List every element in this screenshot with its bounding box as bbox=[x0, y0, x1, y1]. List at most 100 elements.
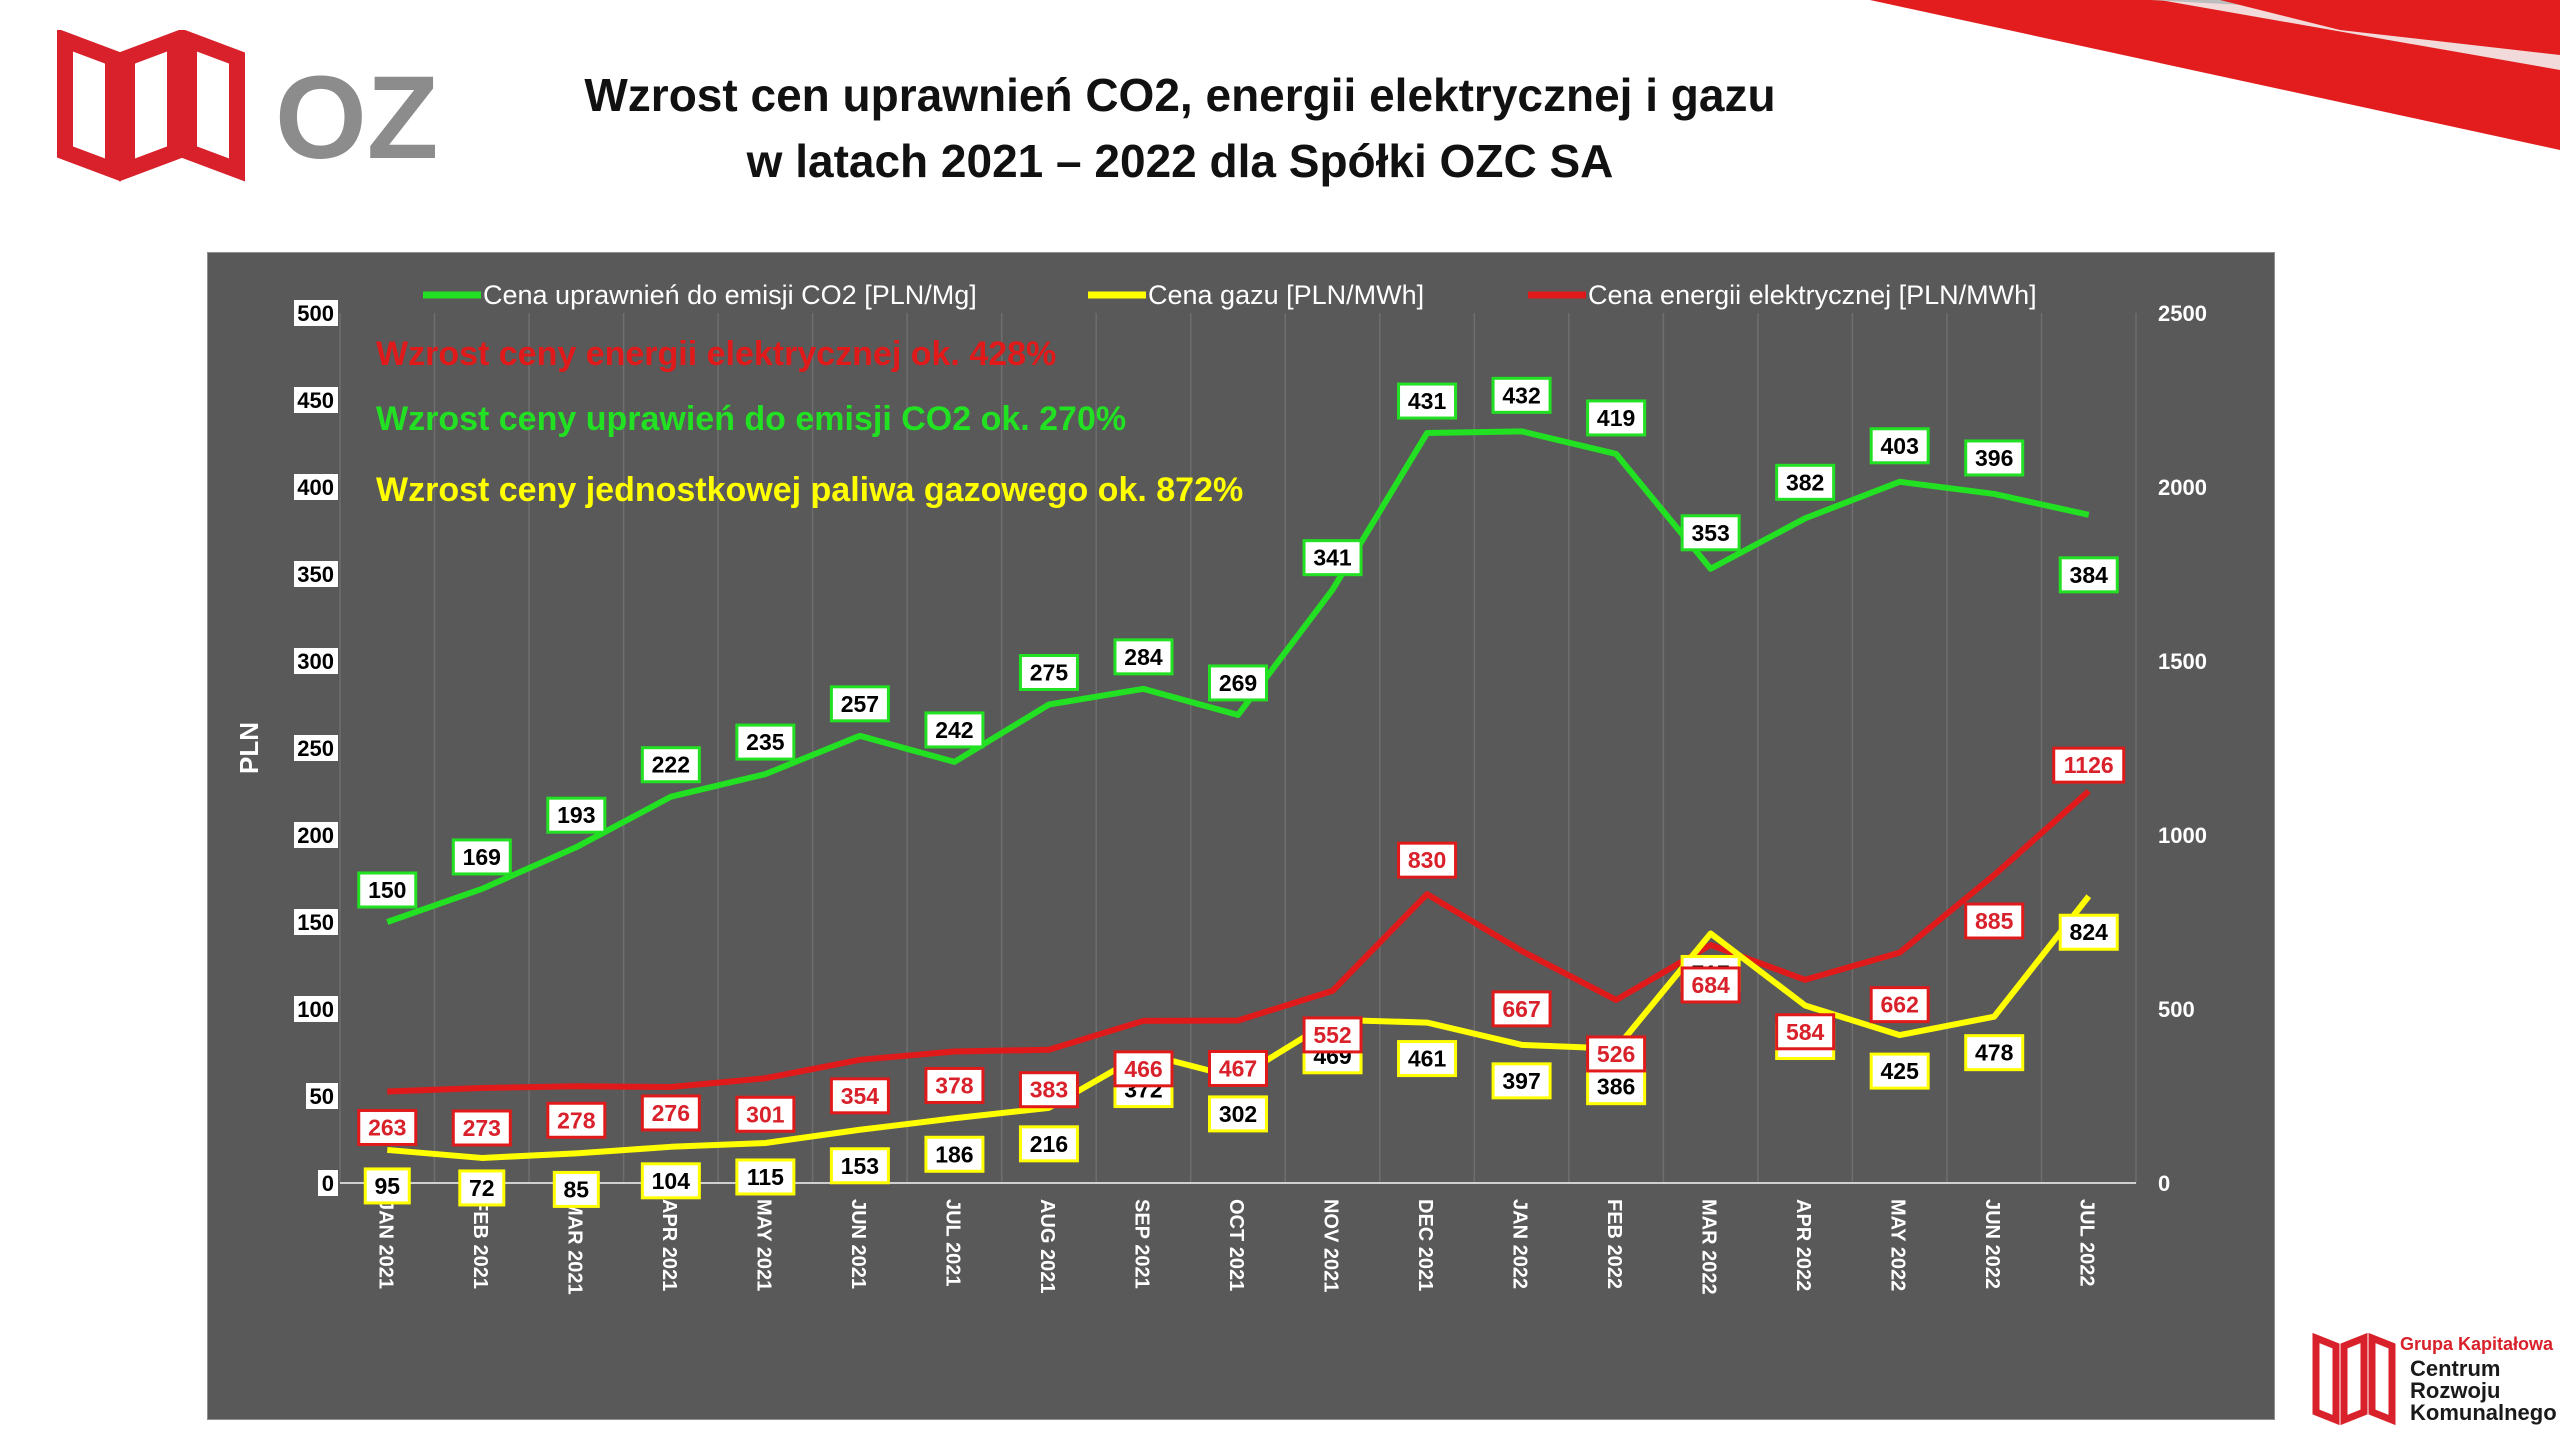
data-label-box bbox=[451, 838, 512, 876]
data-label-box bbox=[1208, 664, 1268, 702]
data-label: 662 bbox=[1880, 992, 1918, 1018]
x-tick-label: MAR 2021 bbox=[563, 1199, 585, 1295]
data-label-box bbox=[829, 1077, 890, 1115]
x-tick-label: JUN 2022 bbox=[1981, 1199, 2003, 1289]
y-right-tick-label: 1000 bbox=[2158, 823, 2207, 848]
data-label: 824 bbox=[2070, 919, 2109, 945]
data-label-box bbox=[1018, 1125, 1079, 1163]
data-label-box bbox=[363, 1167, 411, 1205]
data-label: 150 bbox=[368, 877, 406, 903]
data-label-box bbox=[1397, 841, 1458, 879]
data-label: 85 bbox=[564, 1176, 590, 1202]
data-label: 301 bbox=[746, 1101, 785, 1127]
data-label: 257 bbox=[841, 691, 879, 717]
data-label-box bbox=[924, 1135, 985, 1173]
data-label-box bbox=[640, 1162, 701, 1200]
data-label: 193 bbox=[557, 802, 595, 828]
data-label-box bbox=[829, 685, 890, 723]
data-label-box bbox=[1208, 1049, 1268, 1087]
data-label-box bbox=[1491, 376, 1552, 414]
y-left-tick-label: 300 bbox=[297, 649, 334, 674]
x-tick-label: MAY 2022 bbox=[1887, 1199, 1909, 1291]
data-label: 461 bbox=[1408, 1046, 1447, 1072]
legend-label: Cena uprawnień do emisji CO2 [PLN/Mg] bbox=[483, 280, 977, 310]
header-decoration bbox=[1870, 0, 2560, 150]
x-tick-label: APR 2022 bbox=[1792, 1199, 1814, 1291]
y-left-tick-box bbox=[294, 735, 338, 761]
data-label-box bbox=[1680, 514, 1741, 552]
x-tick-label: MAY 2021 bbox=[752, 1199, 774, 1291]
data-label: 242 bbox=[935, 717, 973, 743]
data-label-box bbox=[458, 1169, 506, 1207]
data-label-box bbox=[357, 1108, 418, 1146]
data-label-box bbox=[1018, 654, 1079, 691]
data-label: 378 bbox=[935, 1072, 974, 1098]
y-left-tick-label: 400 bbox=[297, 475, 334, 500]
x-tick-label: JAN 2021 bbox=[374, 1199, 396, 1289]
data-label-box bbox=[1869, 1052, 1930, 1090]
data-label: 466 bbox=[1124, 1056, 1162, 1082]
data-label: 273 bbox=[463, 1115, 501, 1141]
data-label-box bbox=[829, 1147, 890, 1185]
data-label: 396 bbox=[1975, 445, 2013, 471]
data-label-box bbox=[1869, 986, 1930, 1024]
data-label: 186 bbox=[935, 1141, 973, 1167]
y-left-tick-label: 100 bbox=[297, 997, 334, 1022]
x-tick-label: SEP 2021 bbox=[1130, 1199, 1152, 1289]
data-label: 830 bbox=[1408, 847, 1446, 873]
crk-name-line-1: Centrum bbox=[2410, 1356, 2501, 1381]
data-label-box bbox=[552, 1170, 600, 1208]
data-label: 478 bbox=[1975, 1040, 2014, 1066]
y-left-tick-label: 350 bbox=[297, 562, 334, 587]
data-label: 432 bbox=[1502, 382, 1540, 408]
series-line bbox=[387, 788, 2091, 1095]
y-left-tick-box bbox=[294, 474, 338, 500]
y-left-tick-box bbox=[294, 996, 338, 1022]
y-left-tick-label: 250 bbox=[297, 736, 334, 761]
data-label-box bbox=[640, 1094, 701, 1132]
data-label: 382 bbox=[1786, 469, 1824, 495]
data-label-box bbox=[1491, 1062, 1552, 1100]
crk-name-line-2: Rozwoju bbox=[2410, 1378, 2501, 1403]
data-label: 467 bbox=[1219, 1055, 1257, 1081]
y-left-tick-label: 150 bbox=[297, 910, 334, 935]
data-label: 383 bbox=[1030, 1077, 1068, 1103]
data-label-box bbox=[1302, 539, 1363, 577]
x-tick-label: NOV 2021 bbox=[1320, 1199, 1342, 1292]
y-left-tick-label: 500 bbox=[297, 301, 334, 326]
y-right-tick-label: 1500 bbox=[2158, 649, 2207, 674]
data-label: 302 bbox=[1219, 1101, 1257, 1127]
data-label-box bbox=[357, 871, 418, 909]
data-label: 384 bbox=[2070, 562, 2109, 588]
data-label-box bbox=[1964, 902, 2025, 940]
data-label-box bbox=[924, 711, 985, 749]
chart-annotation: Wzrost ceny jednostkowej paliwa gazowego… bbox=[376, 471, 1243, 509]
data-label-box bbox=[1775, 463, 1836, 501]
ozc-logo-text: OZC bbox=[275, 52, 435, 184]
y-left-tick-label: 0 bbox=[322, 1171, 334, 1196]
y-right-tick-label: 0 bbox=[2158, 1171, 2170, 1196]
x-tick-label: JUL 2022 bbox=[2076, 1199, 2098, 1286]
data-label: 397 bbox=[1502, 1068, 1540, 1094]
data-label-box bbox=[1680, 966, 1741, 1004]
data-label-box bbox=[1964, 1034, 2025, 1072]
y-axis-label: PLN bbox=[234, 722, 264, 774]
data-label: 275 bbox=[1030, 660, 1069, 686]
legend-label: Cena gazu [PLN/MWh] bbox=[1148, 280, 1424, 310]
data-label-box bbox=[1113, 1050, 1174, 1088]
data-label: 72 bbox=[469, 1175, 495, 1201]
chart-panel: 0 50 100 150 200 250 300 350 400 450 500 0 500 1000 15… bbox=[207, 252, 2275, 1420]
data-label: 95 bbox=[374, 1173, 400, 1199]
data-label: 354 bbox=[841, 1083, 880, 1109]
y-left-tick-label: 450 bbox=[297, 388, 334, 413]
data-label-box bbox=[1208, 1095, 1268, 1133]
x-tick-label: FEB 2021 bbox=[469, 1199, 491, 1289]
price-chart: 0 50 100 150 200 250 300 350 400 450 500 0 500 1000 15… bbox=[234, 280, 2207, 1295]
y-left-tick-box bbox=[294, 561, 338, 587]
data-label-box bbox=[735, 1095, 796, 1133]
data-label-box bbox=[1397, 1040, 1458, 1078]
data-label: 526 bbox=[1597, 1041, 1635, 1067]
data-label: 104 bbox=[652, 1168, 691, 1194]
data-label: 584 bbox=[1786, 1019, 1825, 1045]
data-label-box bbox=[546, 796, 607, 834]
